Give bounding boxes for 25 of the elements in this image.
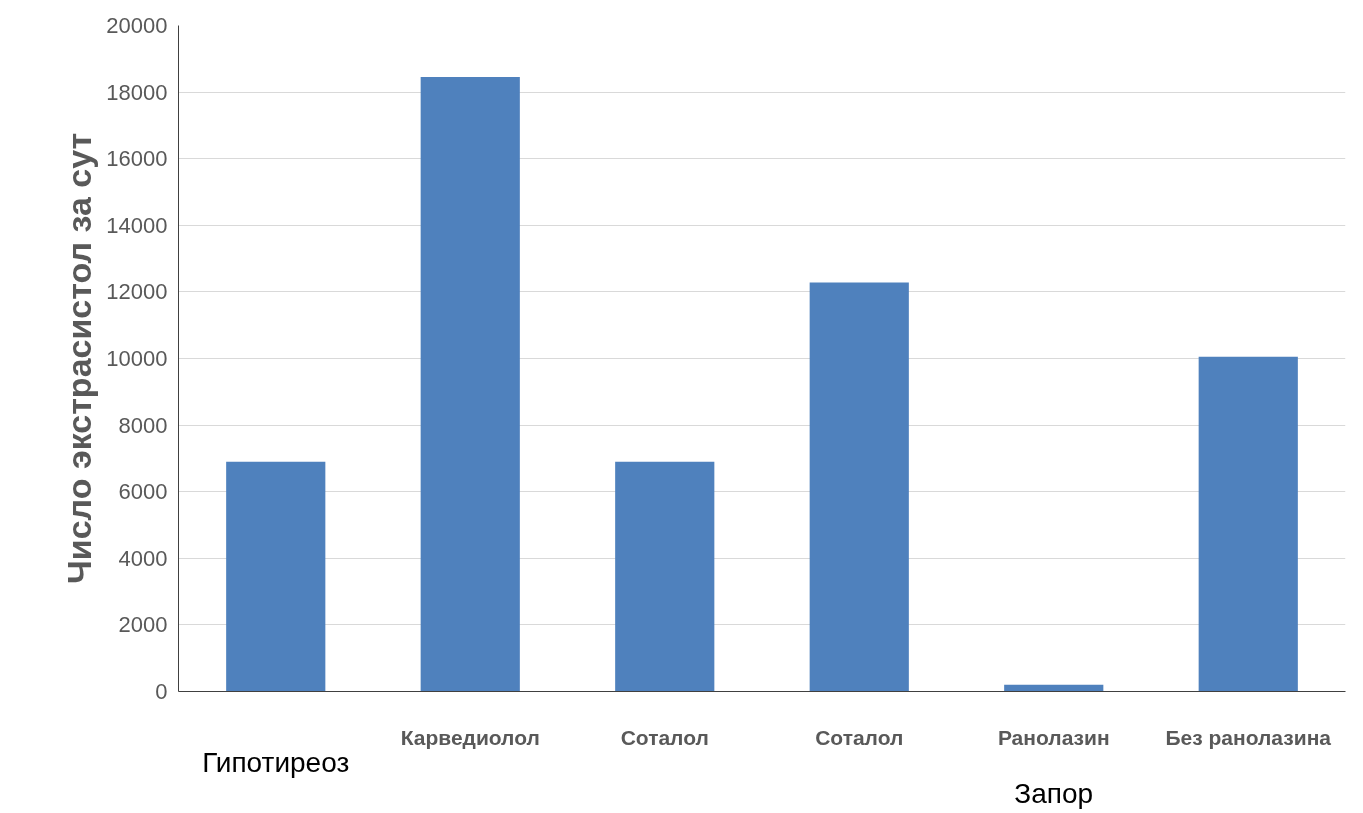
bar xyxy=(1198,356,1298,692)
bar xyxy=(226,461,326,692)
text: Запор xyxy=(1014,777,1094,809)
x-tick-label: Без ранолазина xyxy=(1165,725,1332,749)
bar xyxy=(809,282,909,692)
x-tick-label: Соталол xyxy=(620,725,709,749)
bar xyxy=(420,77,520,692)
y-tick-label: 12000 xyxy=(106,279,168,305)
x-tick-label: Ранолазин xyxy=(997,725,1110,749)
y-tick-label: 18000 xyxy=(106,79,168,105)
y-tick-label: 8000 xyxy=(118,412,168,438)
bar xyxy=(615,461,715,692)
y-tick-label: 6000 xyxy=(118,479,168,505)
bar xyxy=(1004,684,1104,692)
y-tick-label: 4000 xyxy=(118,545,168,571)
y-tick-label: 20000 xyxy=(106,13,168,38)
x-tick-label: Карведиолол xyxy=(400,725,540,749)
y-tick-label: 2000 xyxy=(118,612,168,638)
y-tick-label: 10000 xyxy=(106,346,168,371)
y-tick-label: 0 xyxy=(155,679,168,704)
x-tick-label: Соталол xyxy=(815,725,904,749)
y-tick-label: 16000 xyxy=(106,146,168,172)
y-axis-title: Число экстрасистол за сут xyxy=(60,132,99,585)
text: Гипотиреоз xyxy=(202,746,350,778)
y-tick-label: 14000 xyxy=(106,212,168,238)
